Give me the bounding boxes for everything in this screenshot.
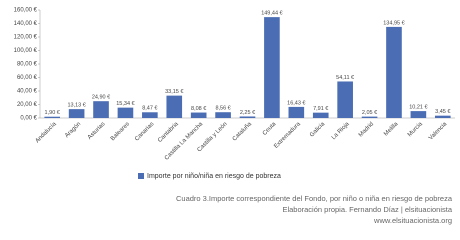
x-tick-label: Murcia (407, 121, 424, 138)
legend-label: Importe por niño/niña en riesgo de pobre… (147, 173, 281, 180)
bar (386, 26, 402, 118)
bar (288, 106, 305, 118)
bar (44, 116, 61, 118)
bar (239, 116, 256, 118)
value-label: 149,44 € (261, 11, 282, 17)
value-label: 8,56 € (215, 106, 230, 112)
bar (93, 101, 109, 118)
bar (166, 95, 183, 118)
bar (434, 115, 451, 118)
y-tick-label: 0,00 € (20, 116, 37, 122)
x-tick-label: Ceuta (262, 121, 278, 137)
y-tick-label: 140,00 € (14, 21, 38, 27)
value-label: 54,11 € (336, 75, 354, 81)
y-tick-label: 100,00 € (14, 48, 38, 54)
x-tick-label: Andalucía (35, 121, 59, 145)
y-tick-label: 20,00 € (17, 102, 38, 108)
value-label: 1,90 € (45, 110, 60, 116)
caption: www.elsituacionista.org (373, 216, 452, 225)
value-label: 24,90 € (92, 95, 110, 101)
value-label: 33,15 € (165, 89, 183, 95)
y-tick-label: 160,00 € (14, 8, 38, 14)
bar (337, 81, 353, 118)
y-tick-label: 60,00 € (17, 75, 38, 81)
y-tick-label: 80,00 € (17, 62, 38, 68)
value-label: 13,13 € (67, 103, 85, 109)
chart: 0,00 € 20,00 € 40,00 € 60,00 € 80,00 € 100,00… (14, 8, 455, 225)
y-tick-label: 120,00 € (14, 35, 38, 41)
bar (410, 111, 427, 118)
bar (264, 17, 280, 119)
value-label: 8,08 € (191, 106, 206, 112)
x-tick-label: Galicia (309, 121, 327, 139)
x-tick-label: Asturias (87, 121, 107, 141)
bar (215, 112, 231, 118)
x-tick-label: Valencia (428, 121, 449, 142)
x-tick-label: Madrid (358, 121, 375, 138)
bar (361, 116, 378, 118)
x-tick-label: Cataluña (232, 121, 254, 143)
value-label: 2,05 € (362, 110, 377, 116)
caption: Elaboración propia. Fernando Díaz | elsi… (282, 205, 452, 214)
x-tick-label: Canarias (134, 121, 155, 142)
x-tick-label: La Rioja (331, 121, 351, 141)
bar (312, 112, 329, 118)
legend-swatch (138, 173, 144, 179)
caption: Cuadro 3.Importe correspondiente del Fon… (176, 194, 453, 203)
value-label: 2,25 € (240, 110, 255, 116)
bar (190, 112, 207, 118)
value-label: 3,45 € (435, 109, 450, 115)
value-label: 8,47 € (142, 106, 157, 112)
value-label: 16,43 € (287, 100, 305, 106)
bar (142, 112, 158, 118)
x-tick-label: Extremadura (273, 121, 302, 150)
value-label: 10,21 € (409, 105, 427, 111)
bar (68, 109, 85, 118)
x-tick-label: Aragón (64, 121, 82, 139)
x-tick-label: Baleares (110, 121, 131, 142)
value-label: 15,34 € (116, 101, 134, 107)
y-tick-label: 40,00 € (17, 89, 38, 95)
value-label: 134,95 € (383, 20, 404, 26)
bar (117, 107, 134, 118)
x-tick-label: Melilla (383, 121, 400, 138)
x-tick-label: Cantabria (157, 121, 180, 144)
value-label: 7,91 € (313, 106, 328, 112)
